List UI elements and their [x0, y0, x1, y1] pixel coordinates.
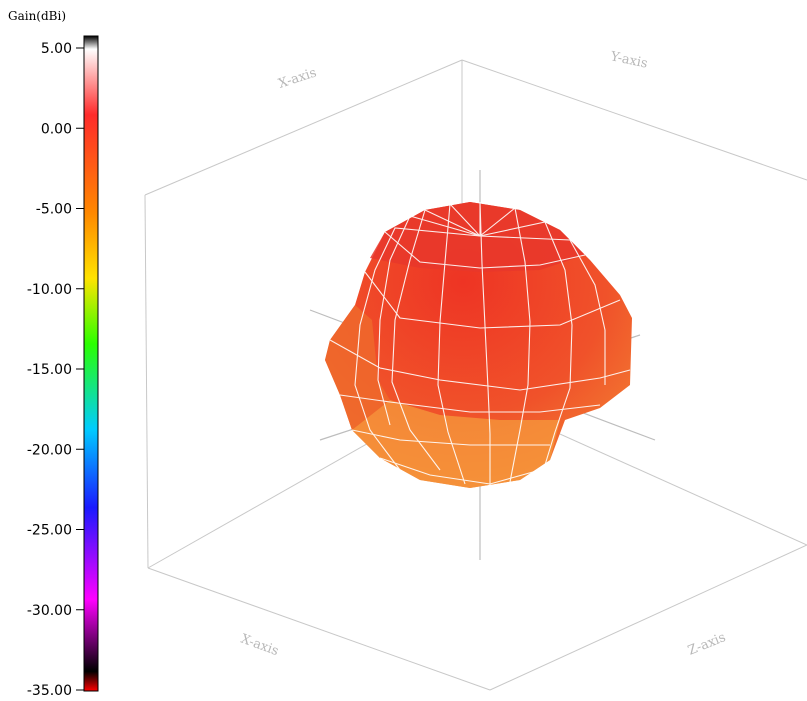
mesh-meridian: [377, 215, 481, 426]
colorbar-tick-label: -30.00: [27, 603, 72, 619]
colorbar-tick-label: -5.00: [36, 202, 72, 218]
colorbar-tick-label: -25.00: [27, 523, 72, 539]
mesh-meridian: [391, 209, 481, 471]
x-axis-title: X-axis: [277, 65, 319, 91]
mesh-parallel: [351, 429, 550, 446]
mesh-meridian: [479, 201, 491, 488]
mesh-parallel: [364, 271, 621, 329]
colorbar-tick-label: 5.00: [41, 41, 72, 57]
mesh-meridian: [479, 221, 573, 466]
mesh-meridian: [354, 227, 481, 471]
colorbar-title: Gain(dBi): [8, 9, 66, 23]
mesh-parallel: [384, 231, 586, 269]
surface-top-cap: [370, 202, 585, 272]
surface-mesh: [329, 201, 631, 488]
mesh-meridian: [437, 202, 481, 485]
colorbar-tick-label: -20.00: [27, 442, 72, 458]
z-axis-title: Z-axis: [686, 630, 728, 659]
mesh-meridian: [479, 206, 531, 483]
colorbar: Gain(dBi) 5.00 0.00 -5.00 -10.00 -15.00 -20.0…: [8, 9, 99, 699]
y-axis-title: Y-axis: [608, 49, 649, 72]
bottom-left-axis-title: X-axis: [239, 632, 281, 659]
mesh-parallel: [339, 394, 601, 413]
colorbar-tick-label: -35.00: [27, 683, 72, 699]
colorbar-gradient: [83, 35, 99, 692]
colorbar-tick-label: -10.00: [27, 282, 72, 298]
mesh-meridian: [479, 235, 606, 385]
colorbar-tick-label: -15.00: [27, 362, 72, 378]
surface-left-lobe: [325, 305, 390, 430]
colorbar-tick-label: 0.00: [41, 121, 72, 137]
radiation-surface: [325, 201, 632, 488]
colorbar-ticks: 5.00 0.00 -5.00 -10.00 -15.00 -20.00 -25.00 -30…: [27, 41, 84, 699]
mesh-parallel: [329, 339, 631, 391]
mesh-parallel: [379, 457, 541, 485]
